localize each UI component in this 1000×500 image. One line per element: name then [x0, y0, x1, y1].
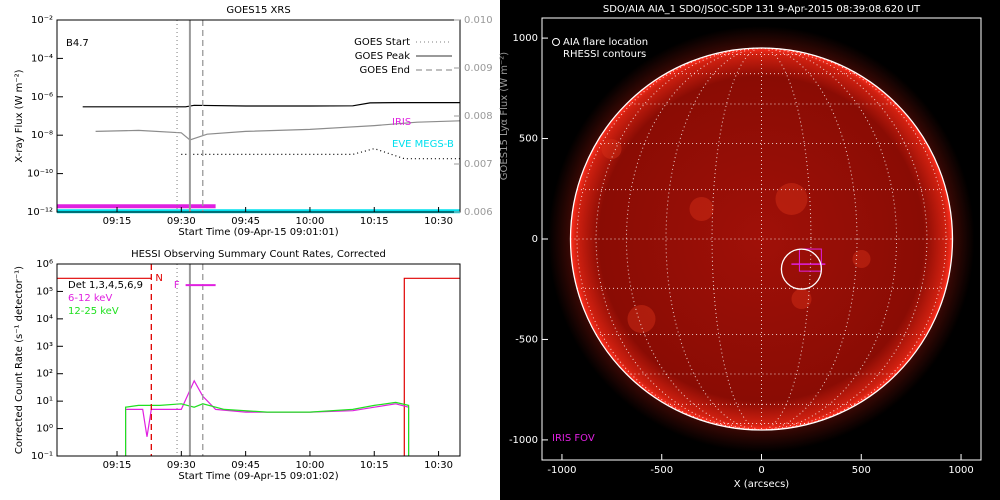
legend-label: 12-25 keV	[68, 306, 119, 317]
y-tick-label: 10⁰	[36, 424, 53, 435]
active-region	[627, 305, 656, 333]
y2-tick-label: 0.009	[464, 63, 493, 74]
x-tick-label: 0	[758, 465, 764, 476]
x-tick-label: 10:00	[296, 460, 325, 471]
x-tick-label: -1000	[547, 465, 576, 476]
y2-tick-label: 0.008	[464, 111, 493, 122]
x-tick-label: -500	[650, 465, 673, 476]
active-region	[689, 197, 714, 221]
flare-marker	[780, 248, 823, 290]
y-tick-label: 10⁻²	[31, 15, 53, 26]
y-tick-label: 10⁻⁸	[31, 130, 53, 141]
y-tick-label: 10⁻¹²	[27, 207, 53, 218]
iris-fov-label: IRIS FOV	[552, 433, 595, 444]
legend-label: RHESSI contours	[563, 49, 646, 60]
x-tick-label: 500	[852, 465, 871, 476]
legend-label: AIA flare location	[563, 37, 648, 48]
plot-frame	[56, 263, 461, 457]
iris-fov-box	[798, 248, 822, 272]
x-axis-label: X (arcsecs)	[734, 479, 790, 490]
data-line	[181, 147, 460, 160]
x-tick-label: 10:30	[424, 216, 453, 227]
longitude-line	[625, 47, 898, 431]
legend-marker	[552, 38, 560, 46]
legend-label: GOES Peak	[355, 51, 410, 62]
limb	[569, 47, 954, 431]
data-line	[82, 102, 460, 108]
y2-axis-label: GOES15 Lyα Flux (W m⁻²)	[499, 52, 510, 180]
y-tick-label: 10³	[36, 341, 53, 352]
y-tick-label: 10¹	[36, 396, 53, 407]
y-axis-label: X-ray Flux (W m⁻²)	[14, 69, 25, 162]
data-line	[125, 379, 410, 456]
legend-label: 6-12 keV	[68, 293, 112, 304]
y-axis-label: Corrected Count Rate (s⁻¹ detector⁻¹)	[14, 266, 25, 454]
x-axis-label: Start Time (09-Apr-15 09:01:01)	[178, 227, 338, 238]
annotation: EVE MEGS-B	[392, 139, 454, 150]
active-region	[775, 183, 808, 215]
chart-title: GOES15 XRS	[226, 5, 290, 16]
chart-title: SDO/AIA AIA_1 SDO/JSOC-SDP 131 9-Apr-201…	[603, 4, 921, 15]
x-axis-label: Start Time (09-Apr-15 09:01:02)	[178, 471, 338, 482]
x-tick-label: 1000	[948, 465, 973, 476]
longitude-line	[665, 47, 858, 431]
y-tick-label: 10⁻¹⁰	[27, 169, 53, 180]
y-tick-label: -1000	[509, 435, 538, 446]
x-tick-label: 09:30	[167, 460, 196, 471]
y2-tick-label: 0.010	[464, 15, 493, 26]
legend-title: Det 1,3,4,5,6,9	[68, 280, 143, 291]
flag-label: F	[174, 280, 180, 291]
y-tick-label: 10⁻⁴	[31, 53, 53, 64]
x-tick-label: 10:15	[360, 216, 389, 227]
data-line	[95, 120, 461, 141]
annotation: IRIS	[392, 117, 411, 128]
y-tick-label: -500	[515, 334, 538, 345]
legend-label: GOES Start	[354, 37, 410, 48]
y-tick-label: 1000	[513, 33, 538, 44]
x-tick-label: 10:15	[360, 460, 389, 471]
x-tick-label: 10:00	[296, 216, 325, 227]
y2-tick-label: 0.006	[464, 207, 493, 218]
x-tick-label: 09:45	[231, 216, 260, 227]
y-tick-label: 10⁴	[36, 314, 53, 325]
x-tick-label: 09:45	[231, 460, 260, 471]
data-line	[57, 277, 460, 456]
x-tick-label: 09:15	[103, 216, 132, 227]
y-tick-label: 10⁶	[36, 259, 53, 270]
chart-title: HESSI Observing Summary Count Rates, Cor…	[131, 249, 386, 260]
y-tick-label: 10⁻⁶	[31, 92, 53, 103]
y-tick-label: 10²	[36, 369, 53, 380]
event-label: N	[155, 273, 162, 284]
y-tick-label: 10⁵	[36, 286, 53, 297]
y-tick-label: 0	[532, 234, 538, 245]
y-tick-label: 500	[519, 134, 538, 145]
x-tick-label: 09:15	[103, 460, 132, 471]
active-region	[852, 250, 871, 268]
x-tick-label: 10:30	[424, 460, 453, 471]
data-line	[125, 401, 410, 456]
annotation: B4.7	[66, 38, 89, 49]
y2-tick-label: 0.007	[464, 159, 493, 170]
legend-label: GOES End	[360, 65, 410, 76]
y-tick-label: 10⁻¹	[31, 451, 53, 462]
x-tick-label: 09:30	[167, 216, 196, 227]
active-region	[791, 289, 812, 309]
plot-frame	[56, 19, 461, 213]
